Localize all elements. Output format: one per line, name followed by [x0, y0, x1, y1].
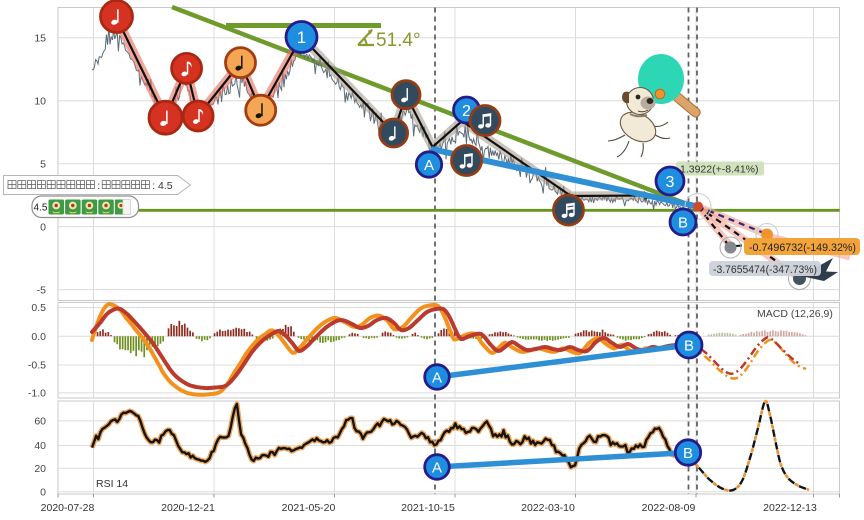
svg-text:15: 15 — [34, 33, 46, 45]
svg-text:2020-07-28: 2020-07-28 — [41, 502, 95, 514]
svg-text:5: 5 — [40, 159, 46, 171]
svg-text:0.5: 0.5 — [31, 302, 46, 314]
svg-text:MACD (12,26,9): MACD (12,26,9) — [757, 308, 833, 320]
svg-text:51.4°: 51.4° — [376, 30, 421, 51]
svg-text:2021-10-15: 2021-10-15 — [401, 502, 455, 514]
svg-text:2022-12-13: 2022-12-13 — [763, 502, 817, 514]
svg-text:3: 3 — [666, 174, 675, 191]
svg-text:2022-03-10: 2022-03-10 — [521, 502, 575, 514]
svg-text:-0.5: -0.5 — [28, 360, 46, 372]
svg-text:A: A — [432, 369, 442, 386]
svg-text:2: 2 — [462, 103, 471, 120]
svg-text:-1.0: -1.0 — [28, 388, 46, 400]
svg-text:1.3922(+-8.41%): 1.3922(+-8.41%) — [680, 164, 759, 176]
svg-text:A: A — [424, 157, 434, 174]
svg-text:RSI 14: RSI 14 — [96, 478, 128, 490]
svg-text:2022-08-09: 2022-08-09 — [642, 502, 696, 514]
svg-text:4.5: 4.5 — [34, 203, 48, 214]
svg-text:B: B — [683, 445, 693, 462]
svg-text:0: 0 — [40, 221, 46, 233]
svg-text:B: B — [684, 337, 694, 354]
svg-text:0: 0 — [40, 487, 46, 499]
svg-text:-3.7655474(-347.73%): -3.7655474(-347.73%) — [713, 264, 817, 276]
svg-text:2020-12-21: 2020-12-21 — [161, 502, 215, 514]
svg-text:A: A — [432, 459, 442, 476]
svg-text:-5: -5 — [37, 284, 46, 296]
svg-text:2021-05-20: 2021-05-20 — [282, 502, 336, 514]
svg-text:-0.7496732(-149.32%): -0.7496732(-149.32%) — [749, 242, 856, 254]
svg-text:: 4.5: : 4.5 — [152, 180, 173, 192]
svg-text:B: B — [678, 214, 688, 231]
svg-text:0.0: 0.0 — [31, 331, 46, 343]
svg-text:1: 1 — [297, 28, 306, 47]
svg-text:20: 20 — [34, 463, 46, 475]
svg-text:10: 10 — [34, 96, 46, 108]
svg-text:60: 60 — [34, 416, 46, 428]
svg-text:40: 40 — [34, 440, 46, 452]
svg-text::: : — [97, 180, 100, 192]
